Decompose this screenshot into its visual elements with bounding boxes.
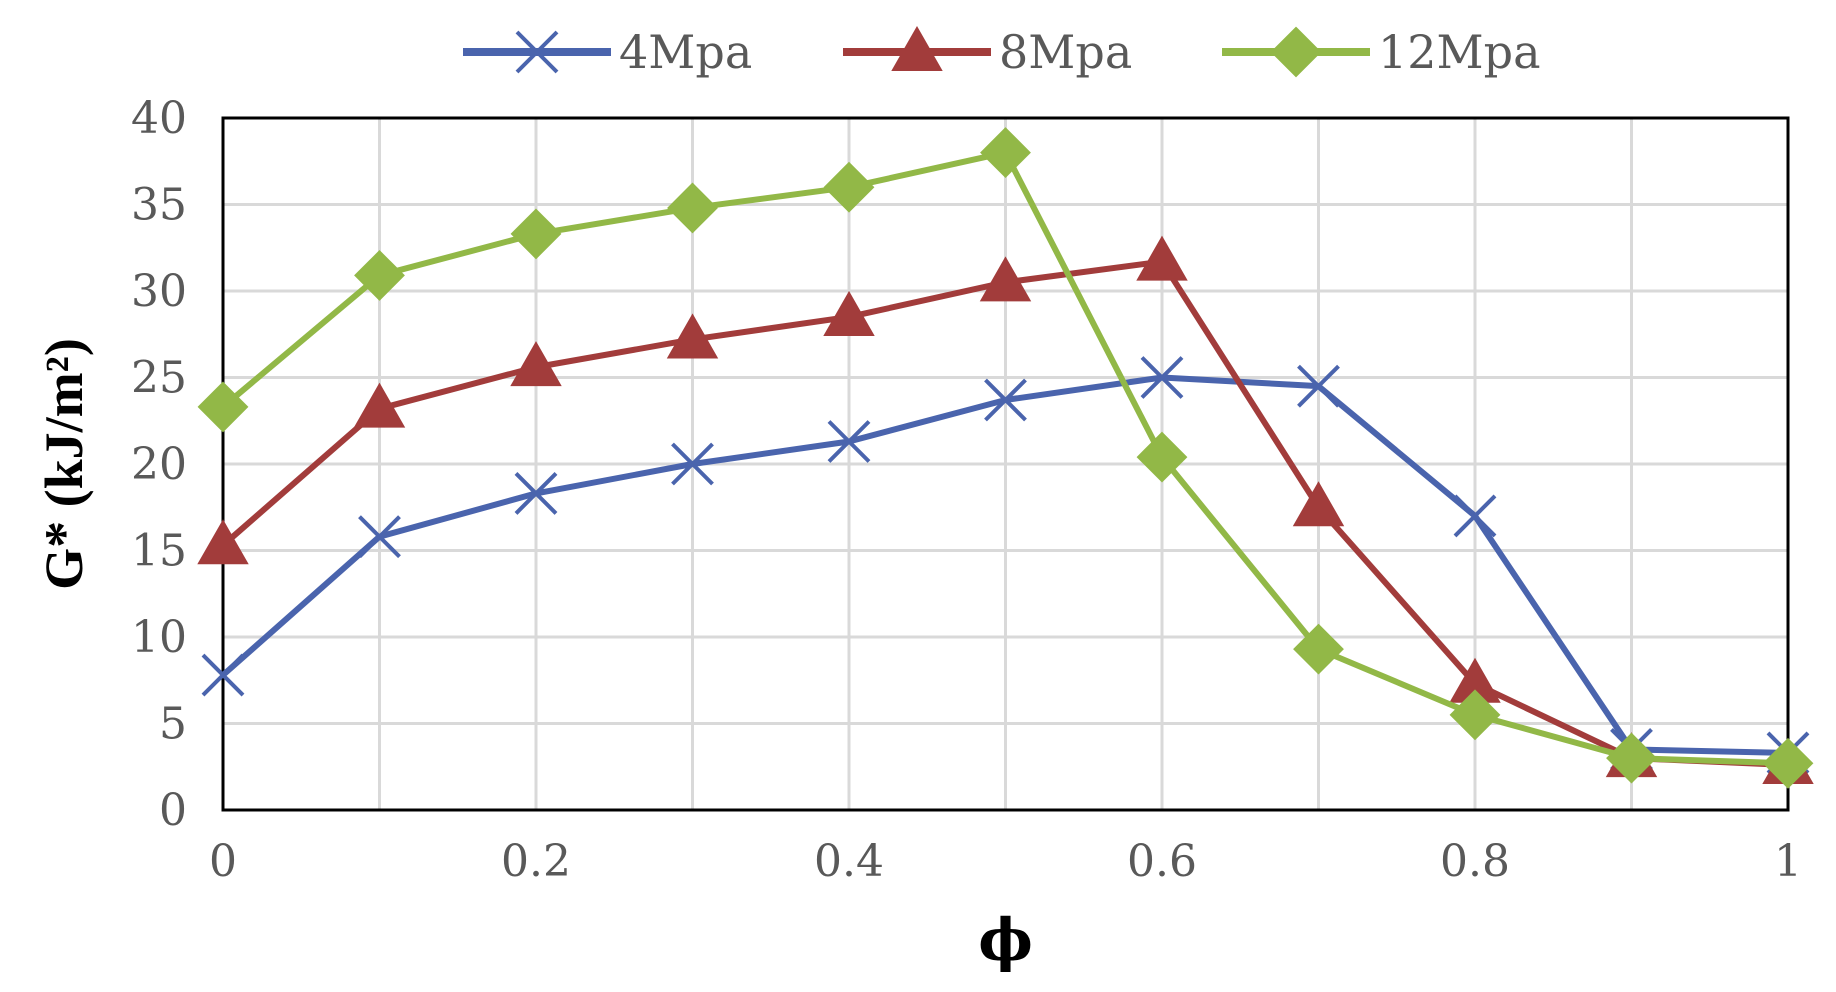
data-point-12mpa (823, 161, 875, 213)
data-point-12mpa (354, 250, 405, 301)
data-point-4mpa (514, 471, 558, 515)
x-tick-label: 0.8 (1440, 836, 1510, 887)
legend-label-12mpa: 12Mpa (1378, 25, 1541, 79)
legend-item-8mpa: 8Mpa (843, 25, 1132, 79)
data-point-12mpa (1449, 689, 1501, 741)
y-tick-label: 15 (131, 526, 187, 577)
y-tick-label: 10 (131, 612, 187, 663)
y-tick-label: 25 (131, 353, 187, 404)
y-axis-ticks: 0 5 10 15 20 25 30 35 40 (131, 93, 187, 836)
data-point-8mpa (979, 256, 1032, 302)
data-point-4mpa (671, 442, 714, 486)
data-point-12mpa (1293, 623, 1344, 675)
x-tick-label: 0 (209, 836, 237, 887)
legend-marker-12mpa (1270, 26, 1322, 78)
legend-marker-4mpa (515, 30, 559, 74)
grid-lines (221, 116, 1790, 812)
data-point-4mpa (201, 653, 245, 697)
x-axis-ticks: 0 0.2 0.4 0.6 0.8 1 (209, 836, 1802, 887)
data-point-8mpa (666, 313, 719, 359)
data-point-12mpa (1606, 732, 1657, 784)
data-point-4mpa (1453, 494, 1497, 538)
series-12mpa (197, 127, 1814, 789)
data-point-8mpa (353, 382, 406, 428)
data-point-4mpa (1297, 364, 1340, 408)
data-point-8mpa (823, 290, 875, 336)
data-point-12mpa (197, 381, 249, 433)
legend-item-12mpa: 12Mpa (1222, 25, 1541, 79)
legend-label-4mpa: 4Mpa (619, 25, 752, 79)
data-point-12mpa (980, 127, 1031, 179)
y-tick-label: 40 (131, 93, 187, 144)
data-point-4mpa (827, 420, 871, 463)
data-point-12mpa (1762, 737, 1814, 789)
y-tick-label: 20 (131, 439, 187, 490)
data-point-8mpa (1292, 481, 1345, 527)
legend-label-8mpa: 8Mpa (999, 25, 1132, 79)
y-tick-label: 0 (159, 785, 187, 836)
data-point-8mpa (1136, 235, 1188, 281)
x-tick-label: 0.4 (814, 836, 884, 887)
legend-item-4mpa: 4Mpa (463, 25, 752, 79)
x-tick-label: 0.6 (1127, 836, 1197, 887)
x-axis-label: ϕ (978, 906, 1033, 974)
data-point-4mpa (1140, 356, 1184, 399)
data-point-12mpa (510, 208, 562, 260)
y-tick-label: 5 (159, 699, 187, 750)
data-point-8mpa (510, 341, 562, 387)
plot-area-frame (221, 116, 1790, 812)
y-tick-label: 30 (131, 266, 187, 317)
series-group (197, 127, 1814, 789)
x-tick-label: 1 (1774, 836, 1802, 887)
data-point-8mpa (197, 519, 249, 565)
data-point-12mpa (667, 182, 718, 234)
data-point-12mpa (1136, 431, 1188, 483)
legend: 4Mpa 8Mpa 12Mpa (463, 25, 1541, 79)
y-axis-label: G* (kJ/m²) (34, 338, 94, 590)
data-point-4mpa (984, 378, 1027, 422)
x-tick-label: 0.2 (501, 836, 571, 887)
y-tick-label: 35 (131, 180, 187, 231)
data-point-4mpa (358, 515, 401, 559)
legend-marker-8mpa (891, 25, 943, 71)
